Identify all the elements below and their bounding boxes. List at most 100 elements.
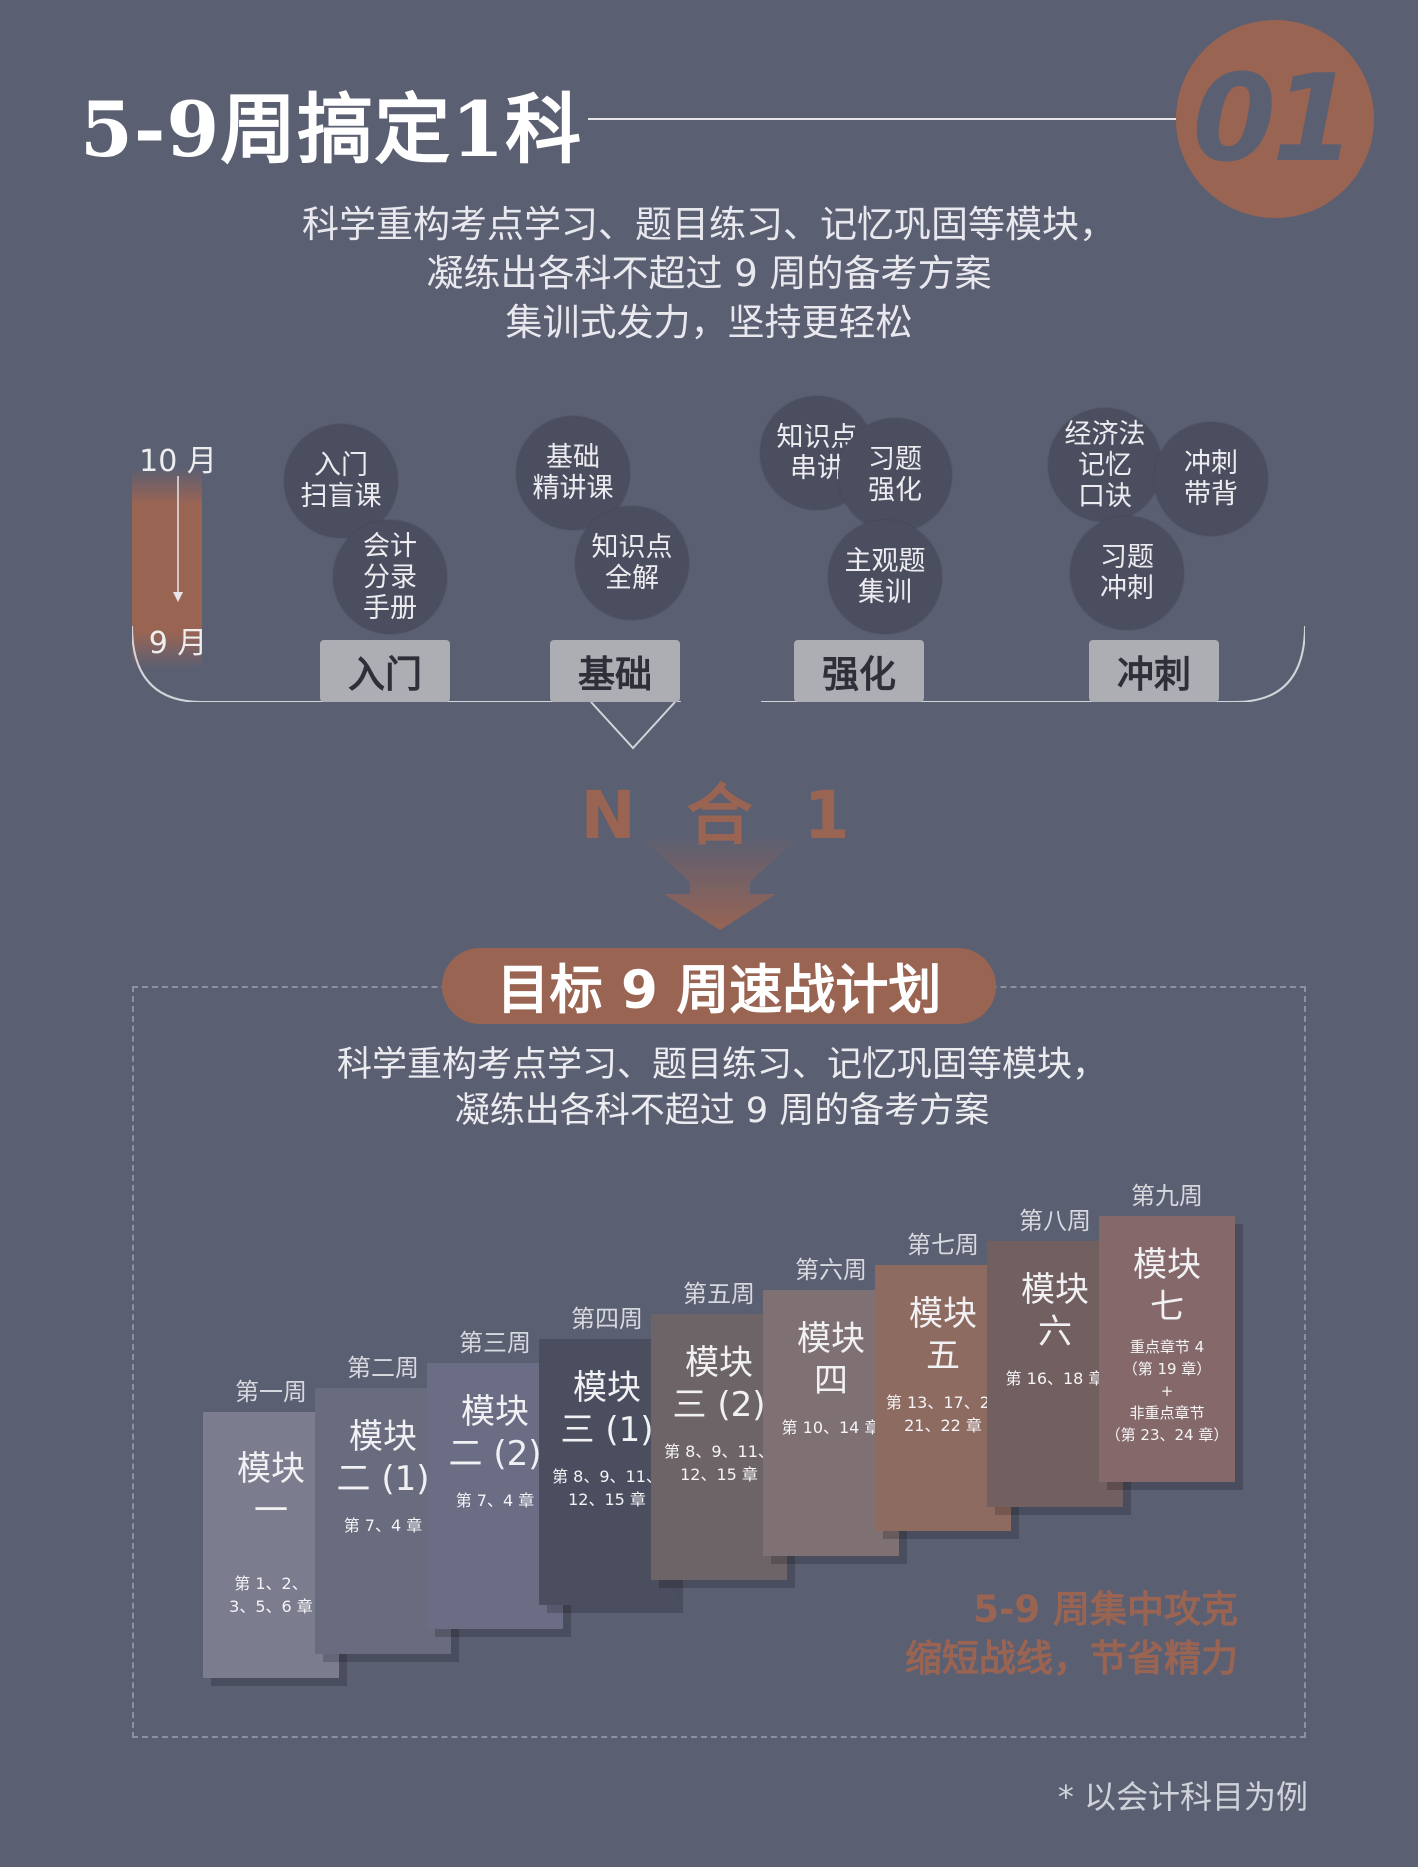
module-name-line: 七 xyxy=(1150,1287,1184,1327)
week-label: 第一周 xyxy=(235,1378,307,1406)
module-name-line: 模块 xyxy=(461,1392,529,1432)
chapter-line: 12、15 章 xyxy=(680,1465,758,1484)
chapter-line: 第 10、14 章 xyxy=(781,1417,881,1437)
timeline-end-month: 9 月 xyxy=(148,626,208,661)
section-number: 01 xyxy=(1192,49,1356,189)
bubble-line: 强化 xyxy=(868,475,922,506)
bubble-line: 口诀 xyxy=(1078,480,1132,512)
title-divider xyxy=(588,118,1190,120)
module-name-line: 模块 xyxy=(909,1294,977,1334)
bubble-line: 冲刺 xyxy=(1184,448,1238,479)
module-name-line: 二 (1) xyxy=(336,1458,430,1499)
bubble-line: 扫盲课 xyxy=(300,481,382,512)
module-name: 模块二 (2) xyxy=(427,1391,563,1475)
plan-description: 凝练出各科不超过 9 周的备考方案 xyxy=(454,1091,990,1131)
bracket-point xyxy=(590,701,676,750)
module-chapters: 第 8、9、11、 12、15 章 xyxy=(651,1440,787,1486)
bubble: 入门 扫盲课 xyxy=(284,424,398,538)
week-label: 第三周 xyxy=(459,1329,531,1357)
stage-label: 入门 xyxy=(320,640,450,702)
bubble-line: 记忆 xyxy=(1078,449,1132,481)
bubble: 冲刺 带背 xyxy=(1154,422,1268,536)
chapter-line: 3、5、6 章 xyxy=(229,1597,313,1616)
module-name-line: 模块 xyxy=(1021,1269,1089,1310)
module-name-line: 五 xyxy=(926,1336,960,1376)
bubble-line: 串讲 xyxy=(790,453,844,484)
bubble-line: 集训 xyxy=(858,577,912,608)
module-name: 模块一 xyxy=(203,1448,339,1532)
bubble-line: 经济法 xyxy=(1064,418,1146,450)
bubble: 经济法 记忆 口诀 xyxy=(1048,408,1162,522)
stage-label: 冲刺 xyxy=(1089,640,1219,702)
module-name: 模块四 xyxy=(763,1318,899,1402)
bubble-line: 会计 xyxy=(363,530,417,562)
chapter-line: （第 19 章） xyxy=(1122,1360,1212,1378)
module-name-line: 三 (1) xyxy=(560,1409,654,1450)
module-name: 模块七 xyxy=(1099,1244,1235,1328)
slogan-line: 5-9 周集中攻克 xyxy=(973,1588,1238,1631)
timeline-arrow-icon xyxy=(173,476,183,602)
chapter-line: 第 8、9、11、 xyxy=(552,1466,662,1486)
module-name-line: 四 xyxy=(814,1360,848,1401)
intro-line: 凝练出各科不超过 9 周的备考方案 xyxy=(426,252,992,295)
bubble-line: 手册 xyxy=(363,592,417,624)
chapter-line: 第 7、4 章 xyxy=(343,1515,423,1535)
stage-label: 强化 xyxy=(794,640,924,702)
chapter-line: 第 13、17、20 xyxy=(885,1393,1001,1412)
module-name-line: 三 (2) xyxy=(672,1385,766,1425)
module-chapters: 第 10、14 章 xyxy=(763,1416,899,1439)
bubble-line: 分录 xyxy=(363,561,417,593)
week-label: 第九周 xyxy=(1131,1182,1203,1210)
stage-label: 基础 xyxy=(550,640,680,702)
week-label: 第二周 xyxy=(347,1353,419,1382)
bubble-line: 入门 xyxy=(314,450,368,481)
footnote: * 以会计科目为例 xyxy=(1057,1778,1308,1816)
plan-title: 目标 9 周速战计划 xyxy=(442,948,996,1024)
chapter-line: 非重点章节 xyxy=(1129,1404,1205,1422)
bubble-line: 全解 xyxy=(605,563,659,594)
module-name: 模块二 (1) xyxy=(315,1416,451,1500)
bubble: 习题 强化 xyxy=(838,418,952,532)
module-name-line: 模块 xyxy=(349,1416,417,1457)
chapter-line: 第 16、18 章 xyxy=(1005,1368,1105,1388)
module-chapters: 第 7、4 章 xyxy=(427,1489,563,1512)
module-chapters: 重点章节 4 （第 19 章） + 非重点章节 （第 23、24 章） xyxy=(1099,1336,1235,1446)
slogan: 5-9 周集中攻克 缩短战线，节省精力 xyxy=(860,1585,1238,1683)
module-chapters: 第 16、18 章 xyxy=(987,1367,1123,1390)
week-module: 模块七重点章节 4 （第 19 章） + 非重点章节 （第 23、24 章） xyxy=(1099,1216,1235,1482)
slogan-line: 缩短战线，节省精力 xyxy=(905,1637,1238,1680)
bubble-line: 习题 xyxy=(868,444,922,475)
timeline-start-month: 10 月 xyxy=(139,444,217,479)
bubble: 习题 冲刺 xyxy=(1070,516,1184,630)
module-name-line: 模块 xyxy=(797,1318,865,1359)
module-name-line: 二 (2) xyxy=(448,1434,542,1474)
timeline-bar xyxy=(132,468,202,668)
module-chapters: 第 8、9、11、 12、15 章 xyxy=(539,1465,675,1511)
section-number-badge: 01 xyxy=(1176,20,1374,218)
funnel-arrow-icon xyxy=(640,836,800,930)
bubble: 知识点 全解 xyxy=(575,506,689,620)
chapter-line: 第 8、9、11、 xyxy=(664,1442,774,1461)
chapter-line: 21、22 章 xyxy=(904,1416,982,1435)
chapter-line: + xyxy=(1160,1382,1174,1400)
bubble: 基础 精讲课 xyxy=(516,416,630,530)
module-name: 模块三 (1) xyxy=(539,1367,675,1451)
intro-line: 科学重构考点学习、题目练习、记忆巩固等模块， xyxy=(302,203,1116,246)
module-name-line: 模块 xyxy=(1133,1245,1201,1285)
chapter-line: 第 1、2、 xyxy=(234,1574,308,1593)
week-label: 第六周 xyxy=(795,1255,867,1284)
bubble-line: 习题 xyxy=(1100,542,1154,573)
chapter-line: （第 23、24 章） xyxy=(1105,1426,1229,1444)
bubble-line: 带背 xyxy=(1184,479,1238,510)
module-chapters: 第 7、4 章 xyxy=(315,1514,451,1537)
module-name-line: 模块 xyxy=(573,1367,641,1408)
timeline-bracket xyxy=(132,625,1305,702)
chapter-line: 重点章节 4 xyxy=(1129,1338,1205,1356)
module-name: 模块六 xyxy=(987,1269,1123,1353)
bubble-line: 冲刺 xyxy=(1100,573,1154,604)
module-name: 模块三 (2) xyxy=(651,1342,787,1426)
intro-line: 集训式发力，坚持更轻松 xyxy=(505,301,913,344)
module-name-line: 一 xyxy=(254,1491,288,1531)
chapter-line: 第 7、4 章 xyxy=(455,1491,535,1510)
week-label: 第四周 xyxy=(571,1304,643,1333)
